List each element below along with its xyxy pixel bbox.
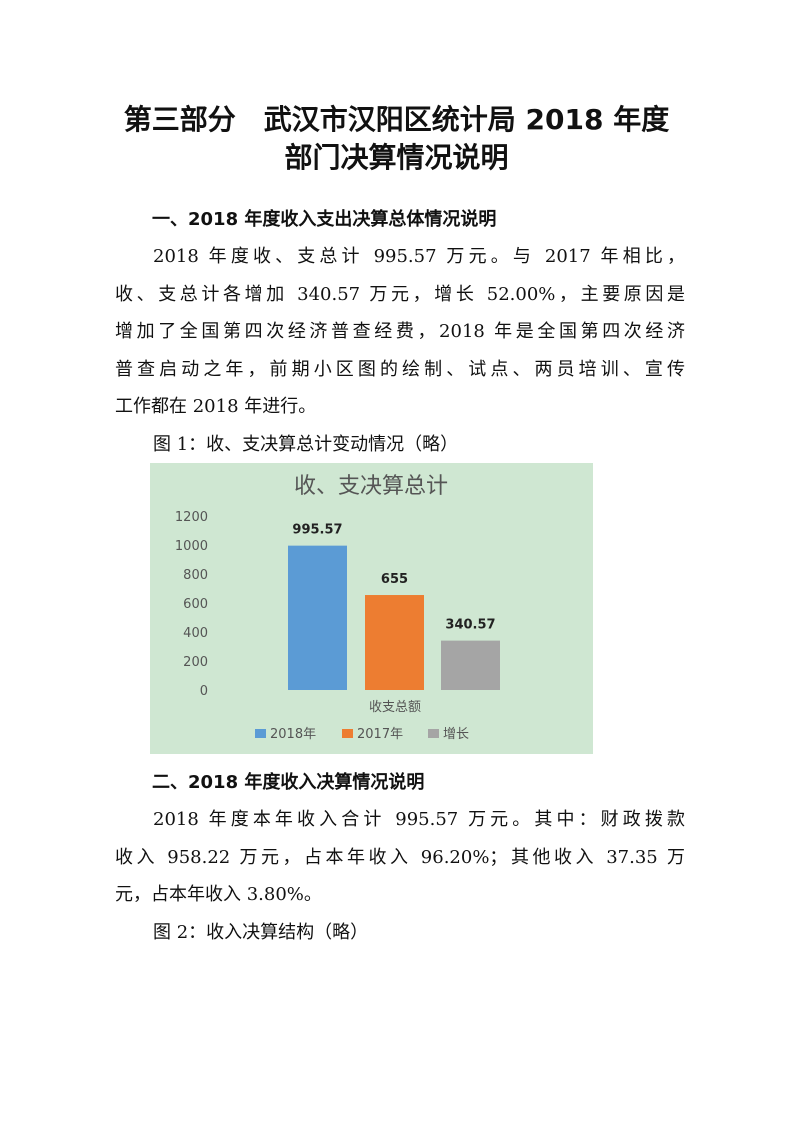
section1-line: 2018 年度收、支总计 995.57 万元。与 2017 年相比， (153, 246, 685, 267)
section2-heading: 二、2018 年度收入决算情况说明 (152, 772, 425, 793)
section1-line: 收、支总计各增加 340.57 万元，增长 52.00%，主要原因是 (115, 284, 685, 305)
legend-label: 2018年 (270, 727, 316, 742)
bar-2017年 (365, 595, 424, 690)
legend-swatch (342, 729, 353, 738)
data-label: 655 (381, 572, 408, 587)
figure1-caption: 图 1：收、支决算总计变动情况（略） (153, 434, 459, 455)
y-tick-label: 800 (183, 568, 208, 583)
legend-label: 增长 (443, 727, 469, 742)
legend-swatch (428, 729, 439, 738)
chart-title: 收、支决算总计 (294, 474, 448, 499)
page-title-line1: 第三部分 武汉市汉阳区统计局 2018 年度 (123, 103, 670, 136)
y-tick-label: 1000 (175, 539, 208, 554)
section1-line: 普查启动之年，前期小区图的绘制、试点、两员培训、宣传 (115, 359, 685, 380)
y-tick-label: 200 (183, 655, 208, 670)
figure2-caption: 图 2：收入决算结构（略） (153, 922, 369, 943)
section1-heading: 一、2018 年度收入支出决算总体情况说明 (152, 209, 497, 230)
section2-line: 收入 958.22 万元，占本年收入 96.20%；其他收入 37.35 万 (115, 847, 685, 868)
section1-line: 增加了全国第四次经济普查经费，2018 年是全国第四次经济 (115, 321, 685, 342)
y-tick-label: 600 (183, 597, 208, 612)
section2-line: 2018 年度本年收入合计 995.57 万元。其中：财政拨款 (153, 809, 685, 830)
y-tick-label: 0 (200, 684, 208, 699)
data-label: 995.57 (292, 523, 342, 538)
section2-line: 元，占本年收入 3.80%。 (115, 884, 322, 905)
legend-label: 2017年 (357, 727, 403, 742)
y-tick-label: 400 (183, 626, 208, 641)
section1-line: 工作都在 2018 年进行。 (115, 396, 317, 417)
chart-income-expense-total: 收、支决算总计 0 200 400 600 800 1000 1200 995.57 655 340… (150, 463, 593, 754)
x-category-label: 收支总额 (369, 700, 421, 715)
chart-svg: 收、支决算总计 0 200 400 600 800 1000 1200 995.57 655 340… (175, 474, 500, 742)
bar-增长 (441, 640, 500, 690)
page-title-line2: 部门决算情况说明 (284, 141, 509, 174)
data-label: 340.57 (445, 618, 495, 633)
bar-2018年 (288, 545, 347, 690)
y-tick-label: 1200 (175, 510, 208, 525)
legend-swatch (255, 729, 266, 738)
